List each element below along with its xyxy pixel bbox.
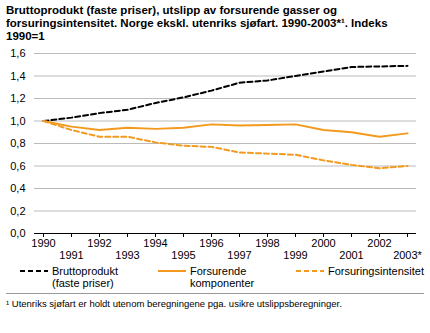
svg-text:2000: 2000 xyxy=(311,237,335,249)
svg-text:1997: 1997 xyxy=(227,249,251,261)
svg-text:1991: 1991 xyxy=(59,249,83,261)
svg-text:0,2: 0,2 xyxy=(10,205,25,217)
svg-text:1990: 1990 xyxy=(31,237,55,249)
svg-text:1996: 1996 xyxy=(199,237,223,249)
svg-text:1,0: 1,0 xyxy=(10,115,25,127)
svg-text:0,6: 0,6 xyxy=(10,160,25,172)
svg-text:1993: 1993 xyxy=(115,249,139,261)
svg-text:1994: 1994 xyxy=(143,237,167,249)
svg-text:2003*: 2003* xyxy=(393,249,422,261)
html-text:Forsuringsintensitet: Forsuringsintensitet xyxy=(328,265,424,277)
svg-text:1,2: 1,2 xyxy=(10,92,25,104)
svg-text:2002: 2002 xyxy=(367,237,391,249)
html-text:Bruttoprodukt (faste priser): Bruttoprodukt (faste priser) xyxy=(52,265,118,289)
svg-text:2001: 2001 xyxy=(339,249,363,261)
html-text:Bruttoprodukt (faste priser),: Bruttoprodukt (faste priser), utslipp av… xyxy=(6,4,388,42)
svg-text:1999: 1999 xyxy=(283,249,307,261)
svg-text:0,4: 0,4 xyxy=(10,182,25,194)
svg-text:0,0: 0,0 xyxy=(10,227,25,239)
svg-text:0,8: 0,8 xyxy=(10,137,25,149)
svg-text:1995: 1995 xyxy=(171,249,195,261)
svg-text:1,4: 1,4 xyxy=(10,70,25,82)
svg-text:1992: 1992 xyxy=(87,237,111,249)
svg-text:1998: 1998 xyxy=(255,237,279,249)
svg-text:1,6: 1,6 xyxy=(10,47,25,59)
html-text:Forsurende komponenter: Forsurende komponenter xyxy=(190,265,255,289)
html-text:¹ Utenriks sjøfart er holdt ut: ¹ Utenriks sjøfart er holdt utenom bereg… xyxy=(6,298,342,309)
